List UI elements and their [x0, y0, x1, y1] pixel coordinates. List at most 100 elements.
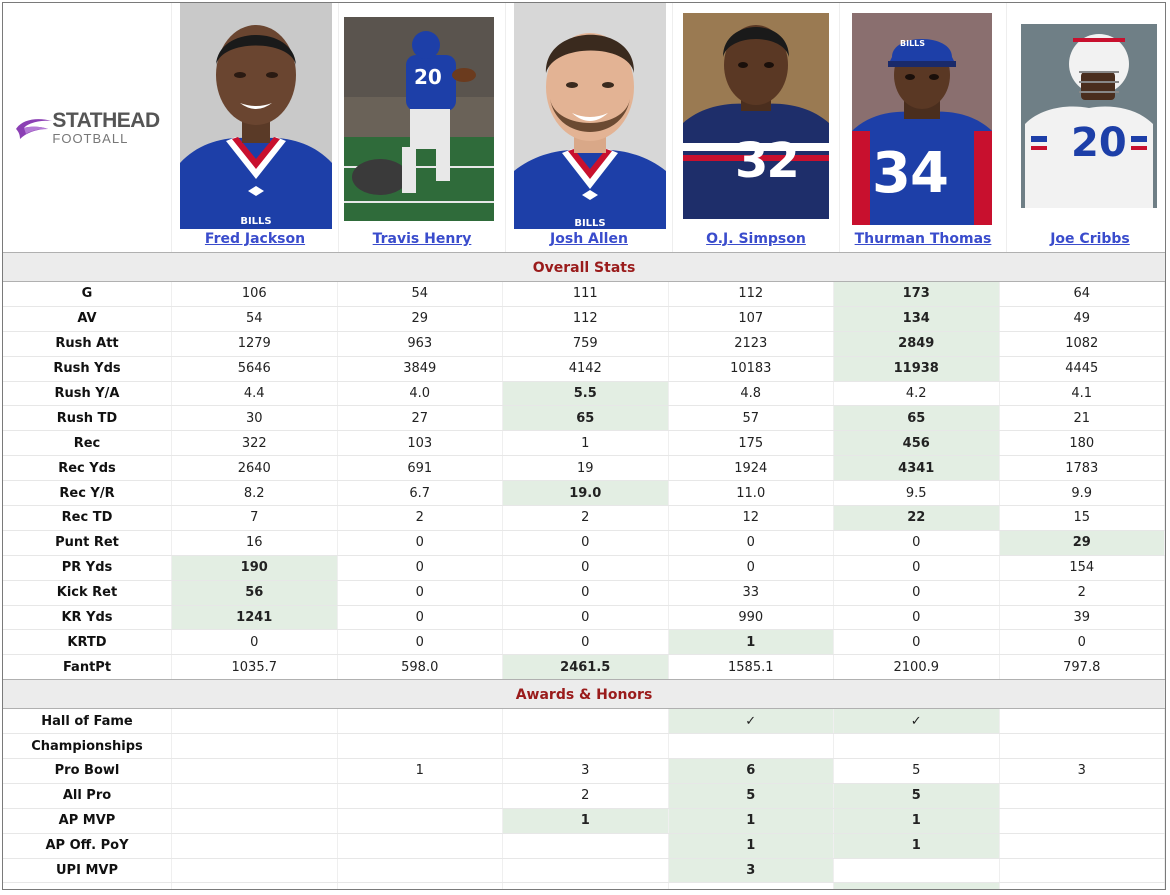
player-link-josh-allen[interactable]: Josh Allen: [550, 231, 628, 247]
player-link-travis-henry[interactable]: Travis Henry: [372, 231, 472, 247]
stat-cell: 0: [833, 555, 1000, 581]
stat-cell: 0: [502, 629, 669, 656]
stat-row: Rec Y/R 8.2 6.7 19.0 11.0 9.5 9.9: [3, 480, 1165, 507]
stat-cell: 27: [337, 405, 503, 432]
stat-cell: 0: [337, 605, 503, 631]
stat-cell: [337, 808, 503, 834]
stat-row: AP MVP 1 1 1: [3, 808, 1165, 834]
stat-cell: 49: [999, 306, 1165, 332]
stat-cell: 1: [337, 758, 503, 784]
stat-row: Rush Y/A 4.4 4.0 5.5 4.8 4.2 4.1: [3, 381, 1165, 407]
stat-label: AV: [3, 306, 172, 332]
stat-cell: 4.1: [999, 381, 1165, 407]
stat-cell: 5646: [171, 356, 338, 382]
stat-cell: 9.5: [833, 480, 1000, 507]
stat-cell: 11.0: [668, 480, 834, 507]
stat-cell: 19: [502, 455, 669, 482]
stat-cell: 3849: [337, 356, 503, 382]
player-link-thurman-thomas[interactable]: Thurman Thomas: [854, 231, 992, 247]
stat-cell: 29: [999, 530, 1165, 556]
stat-cell: 190: [171, 555, 338, 581]
player-link-fred-jackson[interactable]: Fred Jackson: [204, 231, 306, 247]
stat-cell: 12: [668, 505, 834, 531]
player-link-joe-cribbs[interactable]: Joe Cribbs: [1050, 231, 1130, 247]
stat-cell: 0: [502, 555, 669, 581]
stat-cell: [502, 858, 669, 884]
stat-cell: [337, 709, 503, 735]
stat-row: UPI MVP 3: [3, 858, 1165, 884]
stat-cell: 56: [171, 580, 338, 606]
stat-cell: 1: [833, 882, 1000, 889]
player-photo: 34 BILLS: [852, 13, 992, 225]
stat-cell: 0: [502, 580, 669, 606]
stat-cell: 322: [171, 430, 338, 457]
stat-row: KRTD 0 0 0 1 0 0: [3, 629, 1165, 656]
jersey-text: BILLS: [574, 218, 606, 229]
stat-cell: [171, 808, 338, 834]
stat-cell: [502, 709, 669, 735]
stathead-swoosh-icon: [16, 118, 53, 139]
player-header: STATHEAD FOOTBALL: [3, 3, 1165, 252]
stat-cell: 2123: [668, 331, 834, 357]
stat-cell: 759: [502, 331, 669, 357]
stat-row: AP Off. PoY 1 1: [3, 833, 1165, 859]
stat-cell: 29: [337, 306, 503, 332]
stathead-logo[interactable]: STATHEAD FOOTBALL: [3, 3, 171, 252]
stat-cell: 175: [668, 430, 834, 457]
stat-cell: [171, 882, 338, 889]
stat-cell: 0: [502, 605, 669, 631]
stat-label: All Pro: [3, 783, 172, 809]
stat-cell: [833, 733, 1000, 760]
stat-cell: 103: [337, 430, 503, 457]
stat-cell: 0: [833, 605, 1000, 631]
stat-cell: [337, 783, 503, 809]
stat-cell: 1585.1: [668, 654, 834, 680]
stat-cell: 5.5: [502, 381, 669, 407]
stat-cell: 1: [668, 629, 834, 656]
stat-label: Kick Ret: [3, 580, 172, 606]
jersey-number: 20: [1071, 120, 1127, 166]
jersey-number: 32: [735, 133, 800, 189]
stat-cell: [668, 882, 834, 889]
stat-cell: [999, 709, 1165, 735]
player-photo: 20: [1021, 24, 1157, 208]
stat-cell: 0: [668, 555, 834, 581]
stat-row: Rush Att 1279 963 759 2123 2849 1082: [3, 331, 1165, 357]
stat-row: AV 54 29 112 107 134 49: [3, 306, 1165, 332]
stat-cell: 112: [668, 282, 834, 307]
brand-subtitle: FOOTBALL: [52, 131, 129, 146]
stat-cell: 2: [502, 505, 669, 531]
stat-label: Hall of Fame: [3, 709, 172, 735]
stat-cell: 54: [171, 306, 338, 332]
stat-cell: 0: [668, 530, 834, 556]
awards-table: Hall of Fame ✓ ✓ Championships Pro Bowl 1 3 6 5 3…: [3, 709, 1165, 889]
stat-cell: 1924: [668, 455, 834, 482]
stat-cell: 180: [999, 430, 1165, 457]
jersey-number: 34: [872, 141, 949, 206]
stat-cell: [171, 783, 338, 809]
stat-cell: [502, 733, 669, 760]
stat-cell: 64: [999, 282, 1165, 307]
stat-row: FantPt 1035.7 598.0 2461.5 1585.1 2100.9 797.8: [3, 654, 1165, 680]
stat-row: Kick Ret 56 0 0 33 0 2: [3, 580, 1165, 606]
stat-cell: 173: [833, 282, 1000, 307]
player-link-oj-simpson[interactable]: O.J. Simpson: [706, 231, 806, 247]
stat-row: Hall of Fame ✓ ✓: [3, 709, 1165, 735]
stat-cell: 65: [502, 405, 669, 432]
player-col-oj-simpson: 32 O.J. Simpson: [672, 3, 839, 252]
stat-cell: 1: [502, 430, 669, 457]
stat-label: Championships: [3, 733, 172, 760]
stat-cell: 0: [502, 530, 669, 556]
stat-cell: 6.7: [337, 480, 503, 507]
stat-cell: 7: [171, 505, 338, 531]
stat-label: Punt Ret: [3, 530, 172, 556]
stat-cell: 598.0: [337, 654, 503, 680]
stat-row: Championships: [3, 733, 1165, 760]
stat-cell: [171, 709, 338, 735]
stat-cell: 1241: [171, 605, 338, 631]
stat-cell: 3: [502, 758, 669, 784]
stat-row: KR Yds 1241 0 0 990 0 39: [3, 605, 1165, 631]
stat-label: PR Yds: [3, 555, 172, 581]
stat-row: Rush TD 30 27 65 57 65 21: [3, 405, 1165, 432]
